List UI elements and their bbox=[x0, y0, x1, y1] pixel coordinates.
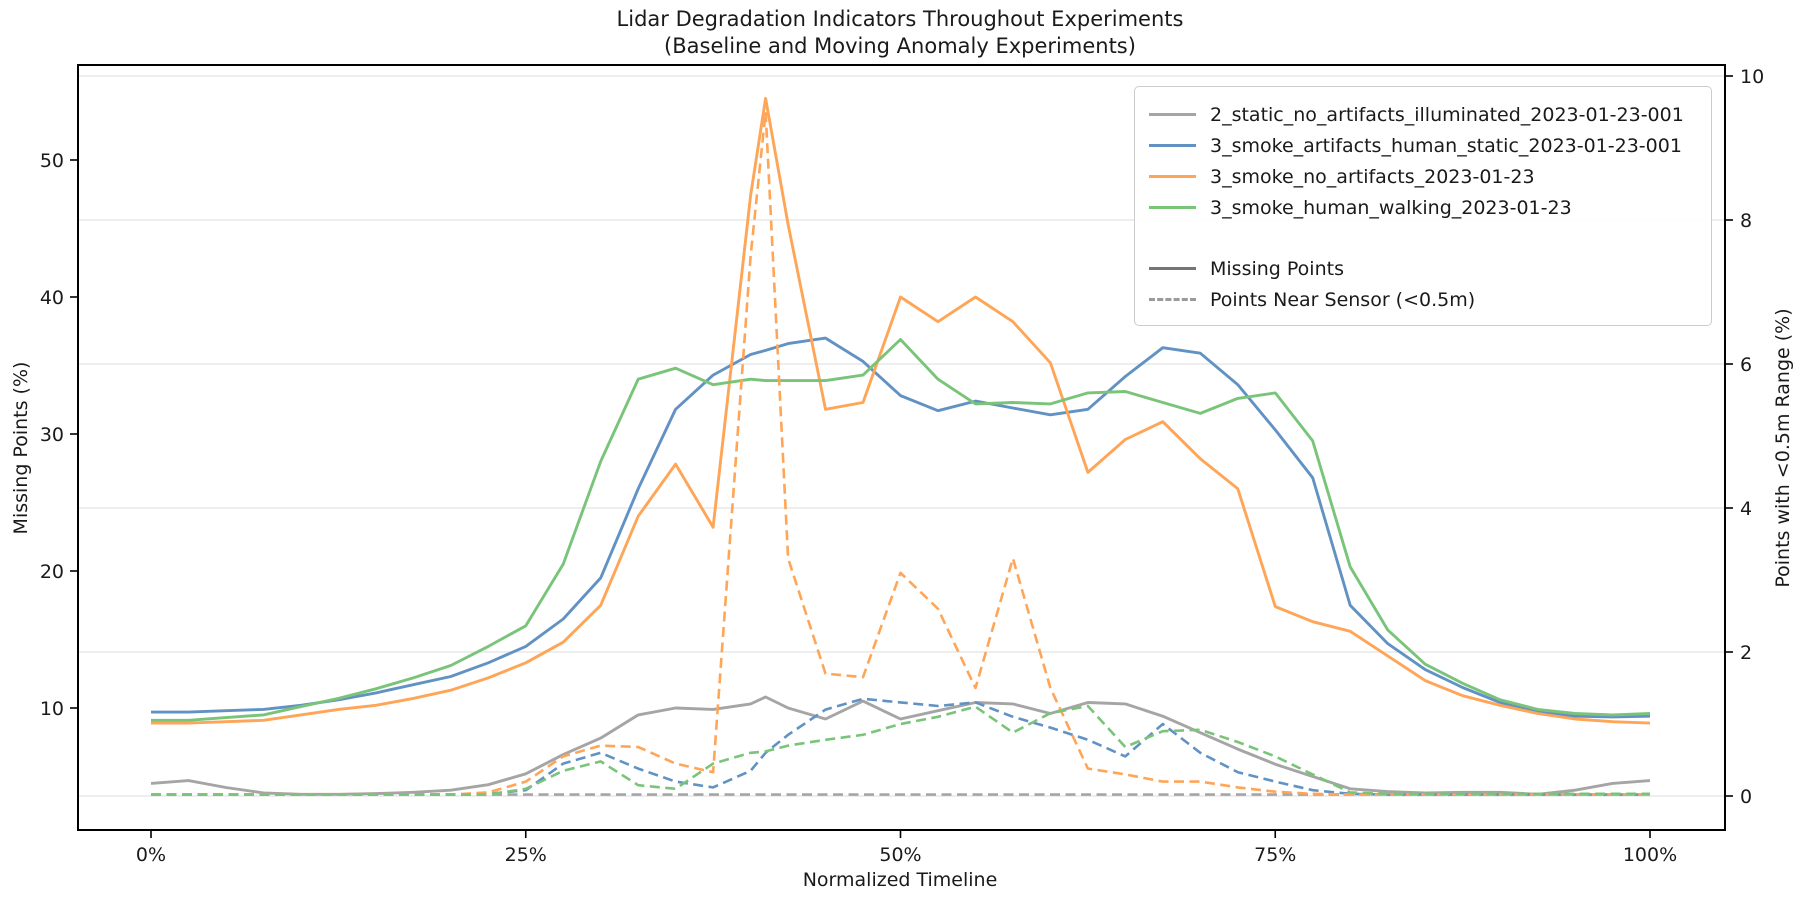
x-tick-label: 50% bbox=[879, 844, 921, 866]
right-tick-label: 4 bbox=[1740, 498, 1752, 520]
left-tick-label: 30 bbox=[40, 424, 64, 446]
gridlines bbox=[78, 75, 1725, 797]
x-tick-label: 25% bbox=[505, 844, 547, 866]
legend-entry-label: 3_smoke_no_artifacts_2023-01-23 bbox=[1210, 165, 1535, 188]
legend-line-sample bbox=[1149, 206, 1196, 209]
legend-dashed-line-sample bbox=[1149, 298, 1196, 301]
legend-entry: 3_smoke_artifacts_human_static_2023-01-2… bbox=[1149, 130, 1695, 161]
legend-line-sample bbox=[1149, 113, 1196, 116]
legend-entry: Missing Points bbox=[1149, 253, 1695, 284]
series-line-2 bbox=[151, 96, 1651, 725]
x-tick-label: 100% bbox=[1623, 844, 1677, 866]
series-line-3 bbox=[151, 338, 1651, 722]
right-tick-label: 0 bbox=[1740, 786, 1752, 808]
right-tick-label: 2 bbox=[1740, 642, 1752, 664]
legend-line-sample bbox=[1149, 144, 1196, 147]
chart-title-line1: Lidar Degradation Indicators Throughout … bbox=[616, 7, 1184, 31]
legend-entry: 3_smoke_human_walking_2023-01-23 bbox=[1149, 192, 1695, 223]
series-line-7 bbox=[151, 704, 1650, 796]
axis-ticks: 0% 25% 50% 75% 100% 10 20 30 40 50 0 2 4 6 8 10 bbox=[40, 66, 1764, 866]
series-lines bbox=[150, 96, 1651, 796]
legend-entry: Points Near Sensor (<0.5m) bbox=[1149, 284, 1695, 315]
legend-entry: 3_smoke_no_artifacts_2023-01-23 bbox=[1149, 161, 1695, 192]
right-y-axis-label: Points with <0.5m Range (%) bbox=[1772, 308, 1794, 588]
x-tick-label: 0% bbox=[136, 844, 166, 866]
legend-line-sample bbox=[1149, 175, 1196, 178]
left-tick-label: 10 bbox=[40, 698, 64, 720]
legend-line-sample bbox=[1149, 267, 1196, 270]
right-tick-label: 6 bbox=[1740, 354, 1752, 376]
left-tick-label: 50 bbox=[40, 150, 64, 172]
left-tick-label: 40 bbox=[40, 287, 64, 309]
legend-entry: 2_static_no_artifacts_illuminated_2023-0… bbox=[1149, 99, 1695, 130]
chart-title: Lidar Degradation Indicators Throughout … bbox=[0, 6, 1800, 60]
x-tick-label: 75% bbox=[1254, 844, 1296, 866]
legend-spacer bbox=[1149, 223, 1695, 253]
legend-box: 2_static_no_artifacts_illuminated_2023-0… bbox=[1134, 86, 1712, 326]
plot-border bbox=[77, 64, 1726, 831]
legend-entry-label: 3_smoke_human_walking_2023-01-23 bbox=[1210, 196, 1572, 219]
legend-entry-label: Missing Points bbox=[1210, 257, 1344, 280]
left-tick-label: 20 bbox=[40, 561, 64, 583]
legend-entry-label: 3_smoke_artifacts_human_static_2023-01-2… bbox=[1210, 134, 1682, 157]
series-line-0 bbox=[150, 695, 1651, 796]
right-tick-label: 8 bbox=[1740, 210, 1752, 232]
x-axis-label: Normalized Timeline bbox=[802, 869, 998, 891]
right-tick-label: 10 bbox=[1740, 66, 1764, 88]
left-y-axis-label: Missing Points (%) bbox=[10, 361, 32, 535]
legend-entry-label: 2_static_no_artifacts_illuminated_2023-0… bbox=[1210, 103, 1684, 126]
series-line-5 bbox=[151, 697, 1650, 796]
series-line-1 bbox=[151, 336, 1651, 719]
chart-title-line2: (Baseline and Moving Anomaly Experiments… bbox=[664, 34, 1136, 58]
legend-entry-label: Points Near Sensor (<0.5m) bbox=[1210, 288, 1476, 311]
